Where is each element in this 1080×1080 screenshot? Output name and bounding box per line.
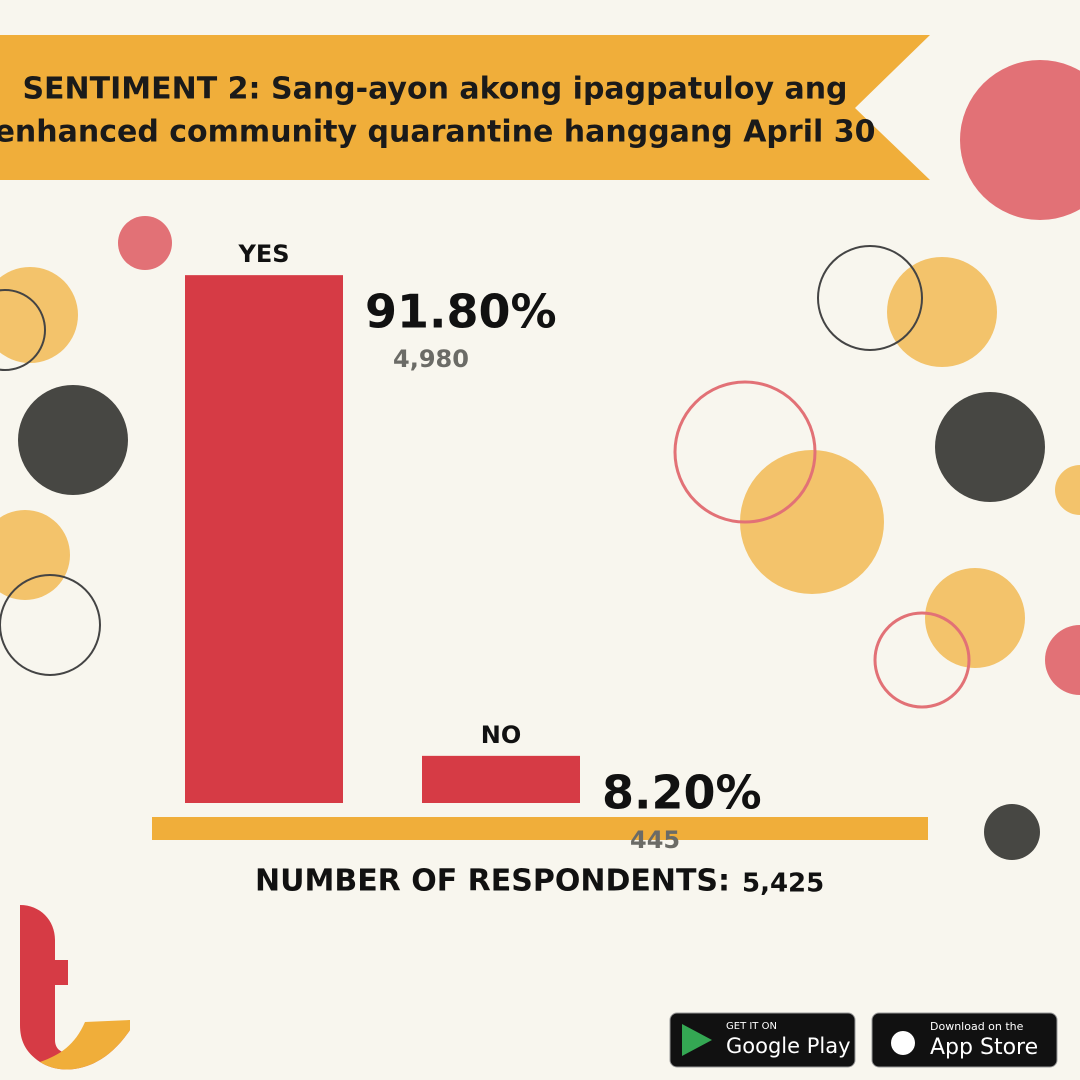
value-label: 91.80% [365, 285, 557, 339]
count-label: 4,980 [393, 345, 469, 373]
respondents-label: NUMBER OF RESPONDENTS: [255, 864, 730, 899]
badge-bg [669, 1012, 856, 1068]
respondents-count: 5,425 [742, 869, 824, 899]
count-label: 445 [630, 826, 680, 854]
bar [185, 275, 343, 803]
chart-subtitle: enhanced community quarantine hanggang A… [0, 115, 875, 150]
badge-text: App Store [930, 1035, 1038, 1060]
badge-bg [871, 1012, 1058, 1068]
badge-top: Download on the [930, 1020, 1024, 1033]
badge-top: GET IT ON [726, 1021, 777, 1032]
decorations [0, 35, 1080, 1070]
chart-title: SENTIMENT 2: Sang-ayon akong ipagpatuloy… [22, 72, 847, 107]
app-store-badge[interactable]: Download on the App Store [871, 1012, 1058, 1068]
value-label: 8.20% [602, 765, 762, 819]
google-play-badge[interactable]: GET IT ON Google Play [669, 1012, 856, 1068]
badge-icon [891, 1031, 915, 1055]
bar [422, 755, 580, 803]
badge-icon [682, 1024, 712, 1056]
category-label: NO [481, 721, 522, 749]
badge-text: Google Play [726, 1034, 851, 1058]
category-label: YES [237, 240, 289, 268]
